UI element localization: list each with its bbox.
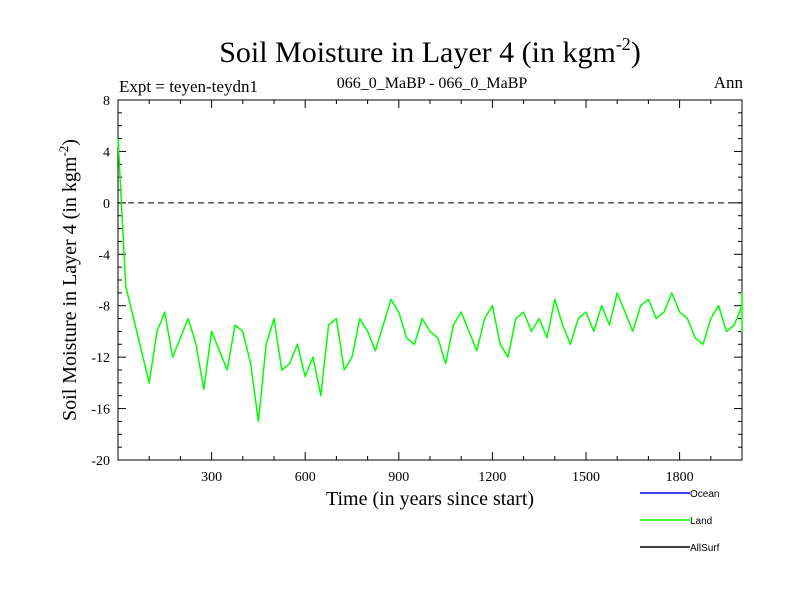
legend-label-allsurf: AllSurf	[690, 543, 720, 554]
series-line-land	[117, 138, 743, 423]
expt-label: Expt = teyen-teydn1	[119, 77, 258, 96]
legend: Ocean Land AllSurf	[640, 489, 720, 554]
x-tick-label: 1500	[572, 470, 600, 485]
y-axis: -20 -16 -12 -8 -4 0 4 8	[91, 94, 742, 469]
x-axis: 300 600 900 1200 1500 1800	[148, 100, 712, 485]
y-tick-label: -8	[98, 300, 110, 315]
x-tick-label: 1200	[478, 470, 506, 485]
y-tick-label: 4	[103, 145, 110, 160]
x-tick-label: 300	[201, 470, 222, 485]
y-tick-label: -20	[91, 454, 110, 469]
series-group	[117, 138, 743, 423]
chart-subtitle: 066_0_MaBP - 066_0_MaBP	[337, 75, 528, 92]
y-tick-label: 8	[103, 94, 110, 109]
x-tick-label: 600	[295, 470, 316, 485]
plot-frame	[117, 99, 743, 461]
chart-title: Soil Moisture in Layer 4 (in kgm-2)	[219, 34, 641, 69]
legend-label-land: Land	[690, 516, 712, 527]
season-label: Ann	[714, 73, 744, 92]
x-tick-label: 900	[388, 470, 409, 485]
legend-label-ocean: Ocean	[690, 489, 719, 500]
y-tick-label: 0	[103, 197, 110, 212]
y-tick-label: -4	[98, 248, 110, 263]
y-axis-label: Soil Moisture in Layer 4 (in kgm-2)	[56, 139, 81, 421]
y-tick-label: -12	[91, 351, 110, 366]
x-axis-label: Time (in years since start)	[326, 488, 534, 510]
y-tick-label: -16	[91, 403, 110, 418]
x-tick-label: 1800	[666, 470, 694, 485]
